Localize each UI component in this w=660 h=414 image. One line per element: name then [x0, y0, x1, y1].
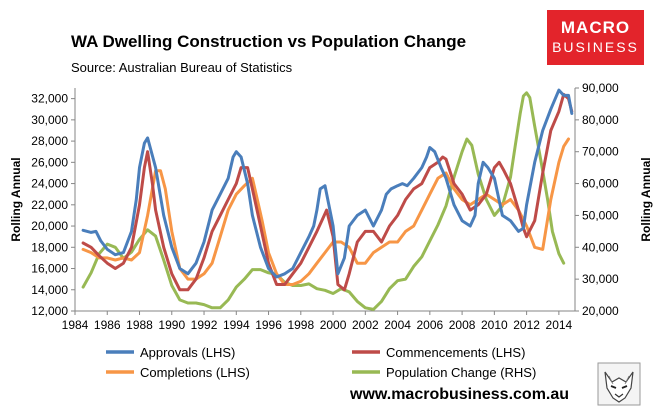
x-tick-label: 2014 [546, 318, 573, 332]
legend-item: Commencements (LHS) [352, 345, 525, 360]
x-tick-label: 2002 [352, 318, 379, 332]
x-tick-label: 1994 [223, 318, 250, 332]
x-tick-label: 1996 [255, 318, 282, 332]
x-tick-label: 1990 [158, 318, 185, 332]
x-tick-label: 2004 [384, 318, 411, 332]
y-tick-label-left: 16,000 [31, 262, 68, 276]
y-tick-label-right: 20,000 [582, 304, 619, 318]
logo-line-1: MACRO [560, 18, 631, 37]
legend-label: Approvals (LHS) [140, 345, 235, 360]
x-tick-label: 2010 [481, 318, 508, 332]
y-tick-label-left: 30,000 [31, 113, 68, 127]
y-tick-label-right: 40,000 [582, 240, 619, 254]
legend-item: Approvals (LHS) [106, 345, 235, 360]
x-tick-label: 2006 [416, 318, 443, 332]
legend-label: Completions (LHS) [140, 365, 250, 380]
y-tick-label-left: 32,000 [31, 92, 68, 106]
x-tick-label: 1998 [287, 318, 314, 332]
chart-subtitle: Source: Australian Bureau of Statistics [71, 60, 293, 75]
legend-item: Population Change (RHS) [352, 365, 536, 380]
y-tick-label-left: 24,000 [31, 177, 68, 191]
y-tick-label-right: 60,000 [582, 177, 619, 191]
legend-label: Commencements (LHS) [386, 345, 525, 360]
chart-title: WA Dwelling Construction vs Population C… [71, 32, 467, 51]
y-tick-label-left: 20,000 [31, 219, 68, 233]
series-line-completions-lhs [81, 137, 570, 286]
y-tick-label-right: 30,000 [582, 272, 619, 286]
wolf-icon [597, 362, 641, 406]
website-url: www.macrobusiness.com.au [350, 386, 570, 403]
x-tick-label: 2008 [449, 318, 476, 332]
y-axis-title-left: Rolling Annual [9, 157, 23, 241]
y-axis-title-right: Rolling Annual [639, 157, 653, 241]
y-tick-label-right: 70,000 [582, 145, 619, 159]
x-tick-label: 1988 [126, 318, 153, 332]
macrobusiness-logo: MACRO BUSINESS [547, 10, 644, 65]
y-tick-label-left: 26,000 [31, 155, 68, 169]
chart-series [81, 88, 574, 311]
y-tick-label-right: 50,000 [582, 208, 619, 222]
logo-line-2: BUSINESS [552, 39, 639, 55]
x-tick-label: 2000 [320, 318, 347, 332]
y-tick-label-left: 18,000 [31, 240, 68, 254]
chart-axes: 12,000 14,000 16,000 18,000 20,000 22,000 24,0… [9, 81, 653, 332]
x-tick-label: 1984 [62, 318, 89, 332]
legend-item: Completions (LHS) [106, 365, 250, 380]
y-tick-label-right: 80,000 [582, 113, 619, 127]
legend-label: Population Change (RHS) [386, 365, 536, 380]
y-tick-label-left: 14,000 [31, 283, 68, 297]
series-line-approvals-lhs [81, 88, 574, 279]
y-tick-label-right: 90,000 [582, 81, 619, 95]
chart-legend: Approvals (LHS) Commencements (LHS) Comple… [106, 345, 536, 380]
y-tick-label-left: 28,000 [31, 134, 68, 148]
x-tick-label: 1986 [94, 318, 121, 332]
y-tick-label-left: 22,000 [31, 198, 68, 212]
x-tick-label: 2012 [513, 318, 540, 332]
y-tick-label-left: 12,000 [31, 304, 68, 318]
x-tick-label: 1992 [191, 318, 218, 332]
